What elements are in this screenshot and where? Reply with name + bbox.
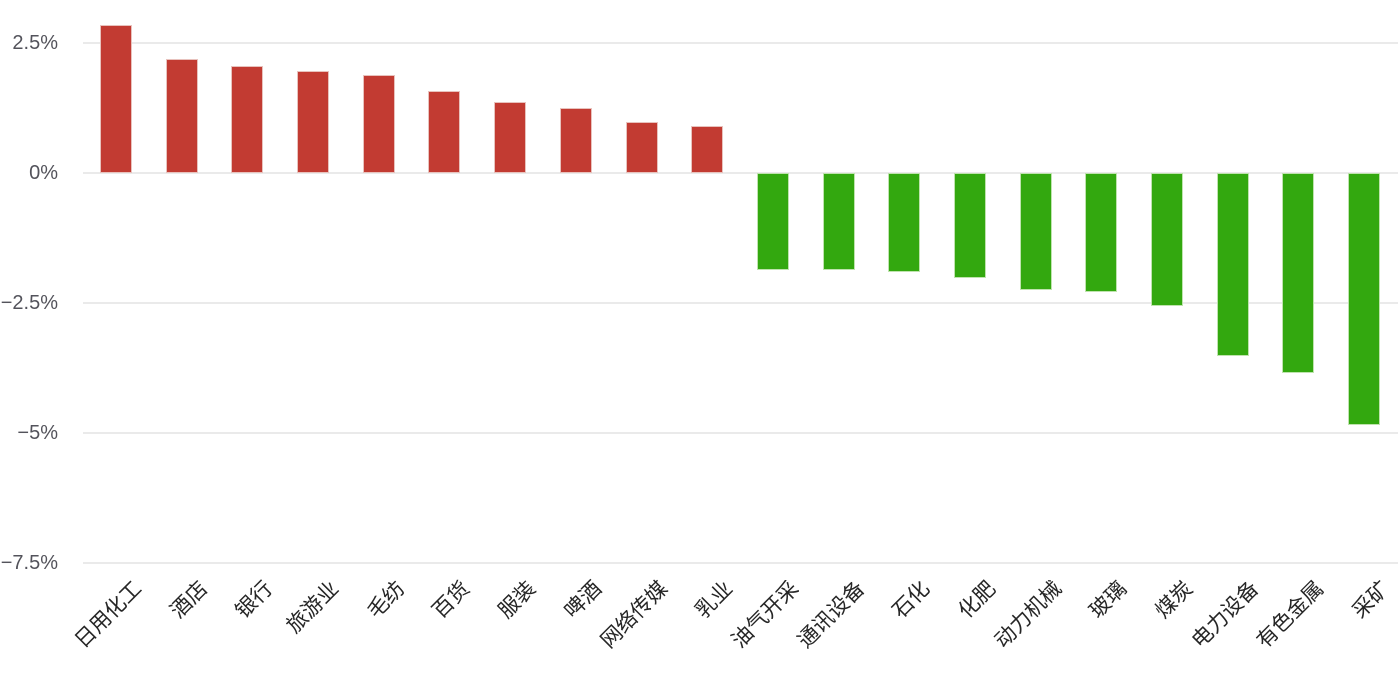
x-axis-category-label: 啤酒	[560, 577, 607, 623]
gridline	[83, 562, 1398, 564]
bar-12	[888, 173, 921, 272]
y-axis-tick-label: 0%	[29, 162, 58, 184]
bar-16	[1150, 173, 1183, 306]
bar-10	[756, 173, 789, 271]
bar-19	[1348, 173, 1380, 425]
bar-17	[1216, 173, 1249, 356]
gridline	[83, 42, 1398, 44]
bar-6	[494, 101, 527, 173]
x-axis-category-label: 油气开采	[727, 577, 804, 653]
gridline	[83, 302, 1398, 304]
gridline	[83, 432, 1398, 434]
bar-8	[625, 122, 658, 173]
bar-3	[297, 71, 330, 173]
bar-7	[559, 107, 592, 173]
x-axis-category-label: 化肥	[954, 577, 1001, 623]
bar-0	[100, 25, 132, 173]
bar-14	[1019, 173, 1052, 290]
x-axis-category-label: 旅游业	[282, 577, 344, 638]
bar-9	[691, 126, 724, 173]
x-axis-category-label: 网络传媒	[596, 577, 672, 653]
bar-13	[953, 173, 986, 278]
x-axis-category-label: 石化	[888, 577, 935, 623]
x-axis-category-label: 银行	[231, 577, 278, 623]
x-axis-category-label: 毛纺	[363, 577, 409, 623]
bar-11	[822, 173, 855, 271]
x-axis-category-label: 玻璃	[1085, 577, 1132, 623]
x-axis-category-label: 煤炭	[1151, 577, 1198, 623]
x-axis-category-label: 电力设备	[1187, 577, 1263, 653]
bar-15	[1085, 173, 1118, 292]
x-axis-category-label: 采矿	[1348, 577, 1395, 623]
x-axis-category-label: 日用化工	[70, 577, 147, 653]
bar-5	[428, 91, 461, 173]
x-axis-category-label: 通讯设备	[793, 577, 869, 653]
bar-2	[231, 66, 264, 173]
x-axis-category-label: 有色金属	[1252, 577, 1329, 653]
y-axis-tick-label: −7.5%	[0, 552, 58, 574]
x-axis-category-label: 酒店	[166, 577, 212, 623]
bar-18	[1282, 173, 1315, 374]
y-axis-tick-label: −5%	[17, 422, 58, 444]
x-axis-category-label: 乳业	[691, 577, 738, 623]
x-axis-category-label: 服装	[494, 577, 541, 623]
bar-1	[165, 59, 198, 173]
x-axis-category-label: 动力机械	[990, 577, 1066, 653]
gridline	[83, 172, 1398, 174]
y-axis-tick-label: 2.5%	[12, 32, 58, 54]
y-axis-tick-label: −2.5%	[0, 292, 58, 314]
x-axis-category-label: 百货	[428, 577, 475, 623]
bar-4	[362, 75, 395, 173]
